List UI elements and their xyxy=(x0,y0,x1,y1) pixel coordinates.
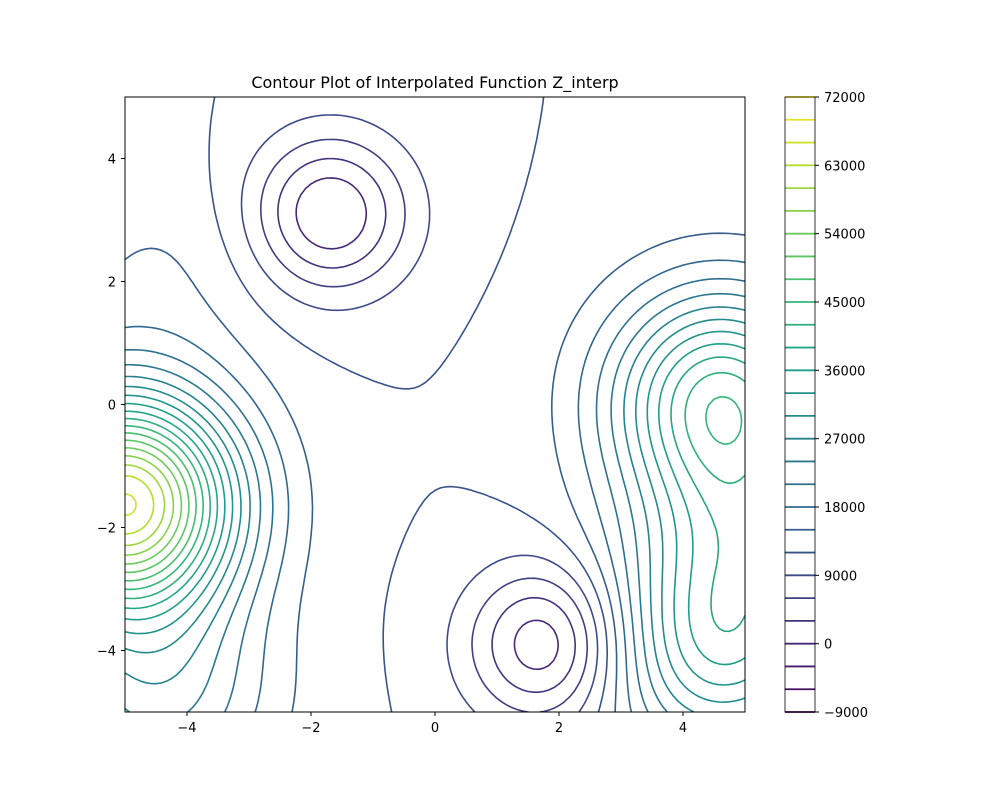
x-tick-label: −2 xyxy=(301,721,320,736)
contour-line xyxy=(240,114,599,712)
contour-line xyxy=(125,259,745,712)
contour-line xyxy=(125,396,743,591)
x-tick-label: 4 xyxy=(679,721,687,736)
contour-line xyxy=(125,318,745,703)
colorbar-tick-label: 72000 xyxy=(824,91,865,106)
contour-line xyxy=(125,306,745,712)
contour-line xyxy=(125,277,745,712)
colorbar-tick-label: −9000 xyxy=(824,706,868,721)
y-tick-label: 2 xyxy=(108,276,116,291)
x-axis: −4 −2 0 2 4 xyxy=(177,712,687,736)
colorbar-frame xyxy=(784,96,816,713)
chart-title: Contour Plot of Interpolated Function Z_… xyxy=(251,73,618,93)
contour-line xyxy=(260,138,588,712)
y-tick-label: 4 xyxy=(108,153,116,168)
y-tick-label: −4 xyxy=(97,645,116,660)
colorbar-tick-label: 63000 xyxy=(824,159,865,174)
colorbar-tick-label: 36000 xyxy=(824,364,865,379)
x-tick-label: 0 xyxy=(431,721,439,736)
contour-line xyxy=(125,343,745,666)
contour-line xyxy=(125,232,745,712)
y-axis: −4 −2 0 2 4 xyxy=(97,153,125,660)
y-tick-label: −2 xyxy=(97,522,116,537)
contour-line xyxy=(125,330,745,686)
contour-line xyxy=(125,439,190,574)
contour-line xyxy=(125,447,183,565)
colorbar-tick-label: 27000 xyxy=(824,433,865,448)
contour-line xyxy=(295,177,559,671)
x-tick-label: 2 xyxy=(555,721,563,736)
contour-line xyxy=(125,475,155,535)
y-tick-label: 0 xyxy=(108,399,116,414)
colorbar-tick-label: 0 xyxy=(824,638,832,653)
contour-line xyxy=(125,455,175,556)
contour-line xyxy=(277,157,576,693)
contour-line xyxy=(125,292,745,712)
colorbar-tick-label: 54000 xyxy=(824,228,865,243)
x-tick-label: −4 xyxy=(177,721,196,736)
contour-line xyxy=(125,356,745,633)
contour-line xyxy=(208,97,608,712)
contour-lines xyxy=(125,97,745,712)
contour-line xyxy=(125,493,137,517)
colorbar-tick-label: 45000 xyxy=(824,296,865,311)
contour-line xyxy=(125,464,166,547)
contour-line xyxy=(125,432,197,582)
colorbar-tick-label: 18000 xyxy=(824,501,865,516)
colorbar-tick-label: 9000 xyxy=(824,569,857,584)
colorbar: −9000 0 9000 18000 27000 36000 45000 54000 63000… xyxy=(784,91,868,721)
